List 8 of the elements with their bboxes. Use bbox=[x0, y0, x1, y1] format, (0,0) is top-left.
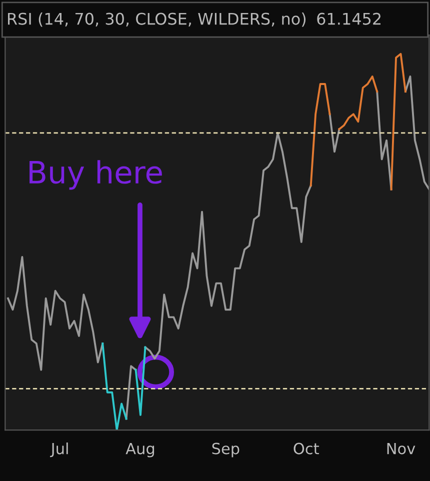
x-tick-label: Sep bbox=[212, 442, 240, 458]
x-tick-label: Jul bbox=[50, 442, 68, 458]
annotation: Buy here bbox=[30, 160, 162, 190]
x-tick-label: Aug bbox=[126, 442, 154, 458]
x-tick-label: Oct bbox=[294, 442, 319, 454]
chart-subtitle: 61.1452 bbox=[317, 12, 380, 25]
x-tick-label: Nov bbox=[387, 442, 416, 454]
chart-title: RSI (14, 70, 30, CLOSE, WILDERS, no) bbox=[8, 12, 306, 27]
